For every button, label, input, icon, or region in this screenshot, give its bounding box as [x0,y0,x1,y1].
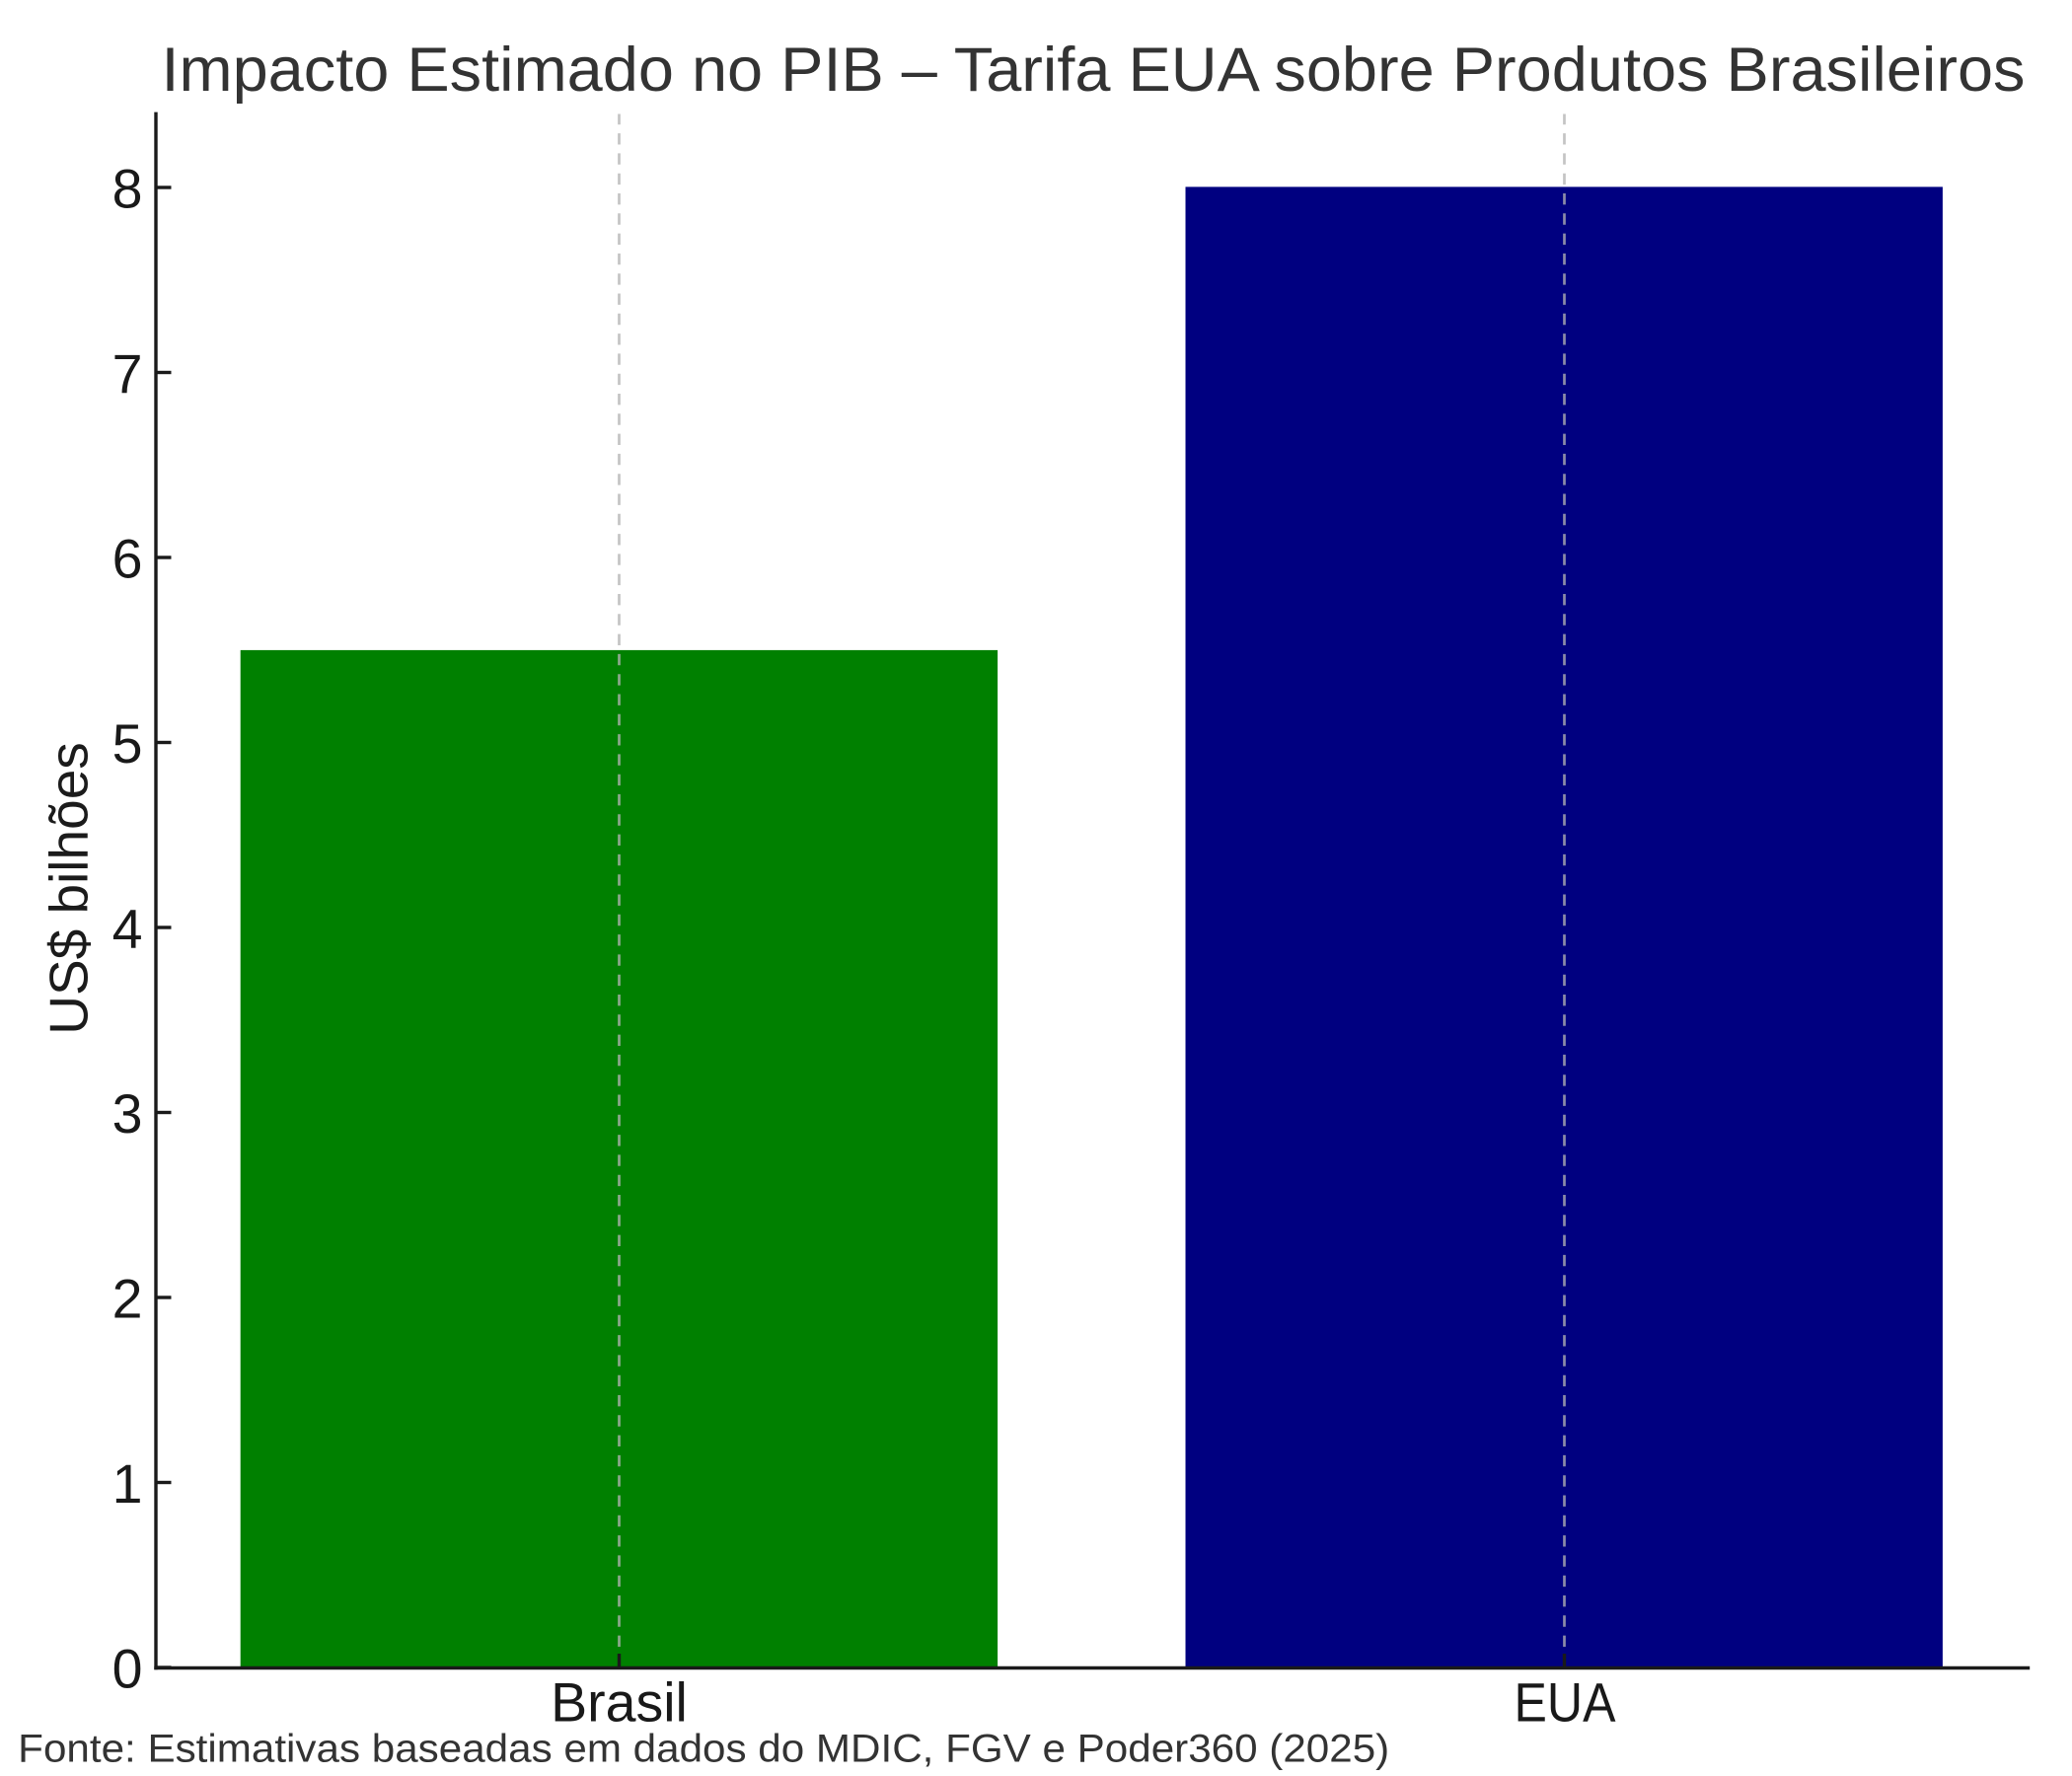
svg-text:1: 1 [112,1453,143,1515]
svg-text:7: 7 [112,343,143,405]
svg-text:US$ bilhões: US$ bilhões [37,742,99,1035]
svg-text:Fonte: Estimativas baseadas em: Fonte: Estimativas baseadas em dados do … [18,1728,1389,1771]
svg-text:8: 8 [112,159,143,220]
svg-text:EUA: EUA [1515,1672,1616,1734]
svg-text:Brasil: Brasil [551,1672,688,1734]
svg-text:5: 5 [112,713,143,775]
svg-text:0: 0 [112,1639,143,1700]
svg-text:2: 2 [112,1269,143,1330]
svg-text:4: 4 [112,899,143,960]
svg-text:Impacto Estimado no PIB – Tari: Impacto Estimado no PIB – Tarifa EUA sob… [162,36,2026,105]
svg-text:3: 3 [112,1083,143,1145]
svg-text:6: 6 [112,529,143,590]
